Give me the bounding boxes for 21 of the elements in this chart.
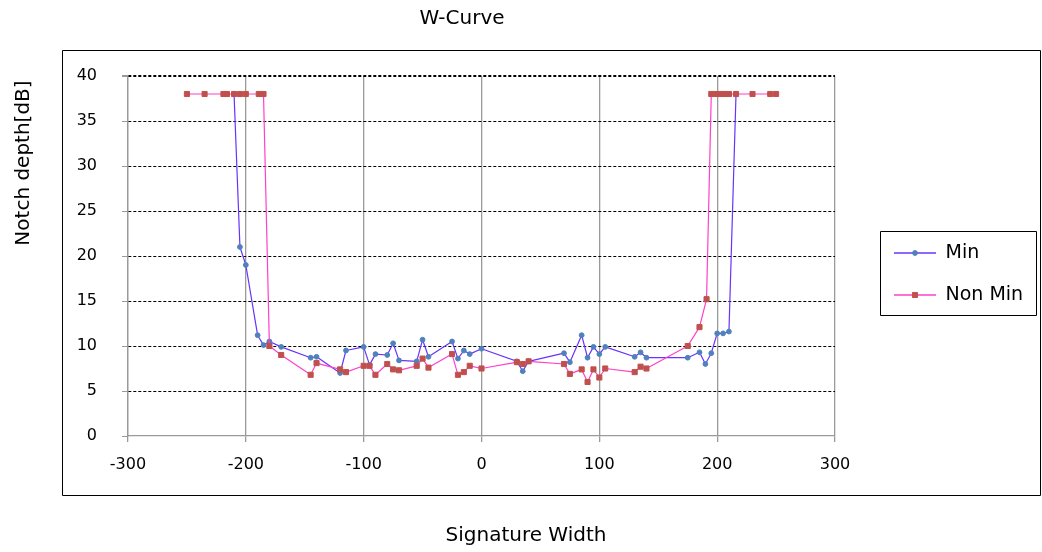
y-axis-title: Notch depth[dB] <box>9 80 34 246</box>
y-tick-label: 35 <box>76 110 97 130</box>
y-tick-label: 25 <box>76 200 97 220</box>
x-tick-label: -200 <box>227 453 264 473</box>
y-tick-label: 20 <box>76 245 97 265</box>
chart-title: W-Curve <box>419 5 505 29</box>
legend-label: Non Min <box>945 281 1024 304</box>
x-tick-label: 0 <box>476 453 487 473</box>
y-tick-label: 30 <box>76 155 97 175</box>
y-tick-label: 5 <box>86 380 97 400</box>
legend-label: Min <box>945 239 980 262</box>
x-tick-label: 200 <box>701 453 733 473</box>
x-tick-label: 300 <box>819 453 851 473</box>
y-tick-label: 40 <box>76 65 97 85</box>
y-tick-label: 10 <box>76 335 97 355</box>
x-tick-label: 100 <box>584 453 615 473</box>
x-tick-label: -300 <box>109 453 147 473</box>
y-tick-label: 15 <box>76 290 97 310</box>
x-axis-title: Signature Width <box>445 522 607 546</box>
x-tick-label: -100 <box>345 453 382 473</box>
y-tick-label: 0 <box>86 425 97 445</box>
